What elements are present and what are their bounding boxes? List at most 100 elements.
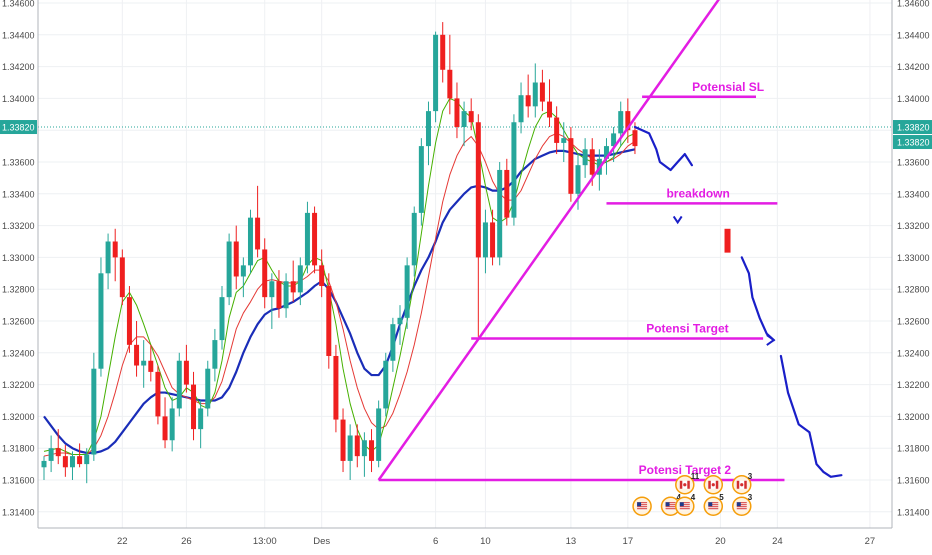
candle (554, 106, 560, 155)
candle (547, 79, 553, 128)
y-tick-label-right: 1.31400 (897, 507, 930, 517)
ca-flag-event-icon[interactable] (703, 475, 724, 495)
annotations: Potensial SL breakdown Potensi Target Poten… (377, 0, 785, 482)
candle (447, 34, 453, 115)
candle (41, 456, 47, 480)
candle (255, 185, 261, 258)
candle (383, 352, 389, 417)
candle-body (575, 165, 581, 194)
candle-body (134, 344, 140, 366)
candle-body (326, 286, 332, 356)
candle-body (55, 448, 61, 457)
candle-body (191, 384, 197, 430)
flag-stripe (665, 506, 676, 508)
candle (77, 443, 83, 468)
flag-stripe (679, 504, 690, 506)
candle-body (425, 111, 431, 147)
candle-body (454, 98, 460, 128)
badge-count: 4 (677, 493, 682, 502)
projected-candle (724, 228, 731, 253)
candle-body (589, 149, 595, 175)
candle-body (219, 297, 225, 341)
candle (411, 206, 417, 277)
candle-body (603, 146, 609, 159)
candle-body (290, 281, 296, 293)
flag-stripe (637, 506, 648, 508)
candle-body (397, 317, 403, 325)
candle-body (504, 169, 510, 218)
candle-body (383, 360, 389, 409)
candle (418, 138, 424, 226)
y-tick-label-left: 1.34200 (2, 62, 35, 72)
projection-path-upper (633, 125, 693, 172)
maple-leaf (740, 483, 744, 487)
us-flag-event-icon[interactable]: 3 (732, 493, 753, 516)
event-badges[interactable]: 4 11 4 5 3 3 (632, 472, 753, 516)
us-flag-event-icon[interactable]: 5 (703, 493, 724, 516)
candle-body (276, 281, 282, 309)
candle (226, 233, 232, 306)
flag-stripe (679, 506, 690, 508)
candle (269, 273, 275, 329)
candle-body (468, 111, 474, 123)
us-flag-event-icon[interactable] (632, 496, 652, 516)
flag-stripe (679, 502, 690, 504)
projection (633, 125, 843, 478)
ca-flag-event-icon[interactable]: 11 (675, 472, 700, 495)
candle (240, 257, 246, 298)
projection-path-lower (779, 354, 843, 478)
candle (347, 424, 353, 480)
candle-body (511, 122, 517, 218)
flag-band (736, 480, 740, 489)
candle (361, 432, 367, 477)
candle-body (112, 241, 118, 258)
y-tick-label-left: 1.32800 (2, 285, 35, 295)
y-tick-label-left: 1.31800 (2, 444, 35, 454)
candle-body (376, 408, 382, 461)
ca-flag-event-icon[interactable]: 3 (732, 472, 753, 495)
flag-band (679, 480, 683, 489)
candle-body (304, 212, 310, 266)
flag-stripe (708, 504, 719, 506)
flag-stripe (637, 502, 648, 504)
price-label-right: 1.33820 (897, 123, 930, 133)
x-tick-label: 17 (623, 536, 634, 547)
candle (155, 365, 161, 425)
candle (468, 98, 474, 131)
us-flag-event-icon[interactable]: 4 (660, 493, 682, 516)
ma-mid-line (43, 132, 636, 457)
flag-stripe (665, 508, 676, 510)
grid (38, 0, 892, 528)
candle (84, 448, 90, 484)
candle-body (354, 435, 360, 457)
candle (162, 397, 168, 449)
y-tick-label-left: 1.32000 (2, 412, 35, 422)
candle-body (525, 95, 531, 107)
candle (404, 257, 410, 329)
flag-stripe (736, 504, 747, 506)
candle-body (48, 448, 54, 461)
candle-body (547, 101, 553, 118)
candle (141, 340, 147, 388)
candle-body (183, 360, 189, 385)
candle (425, 101, 431, 166)
candle (219, 286, 225, 350)
candle-body (482, 222, 488, 258)
y-tick-label-left: 1.32200 (2, 380, 35, 390)
candle (369, 429, 375, 473)
candle-body (561, 138, 567, 143)
y-tick-label-right: 1.33200 (897, 221, 930, 231)
candle-body (105, 241, 111, 274)
candle-body (390, 324, 396, 361)
candle-body (347, 435, 353, 461)
candle (62, 445, 68, 477)
candle-body (440, 34, 446, 70)
candle (518, 82, 524, 134)
us-flag-event-icon[interactable]: 4 (675, 493, 696, 516)
flag-canton (708, 502, 713, 507)
flag-stripe (665, 502, 676, 504)
badge-count: 11 (691, 472, 700, 481)
